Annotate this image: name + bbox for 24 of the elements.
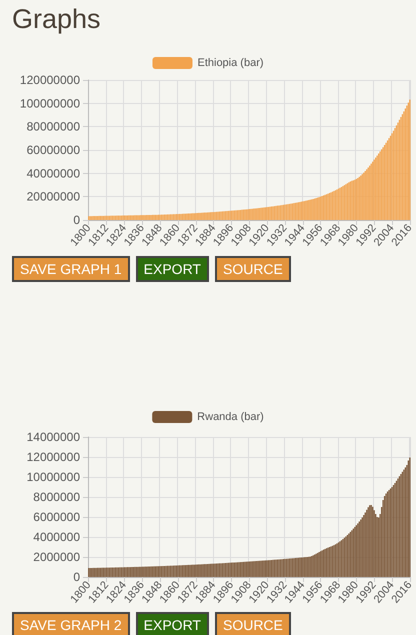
y-tick-label: 0 <box>73 213 80 227</box>
y-tick-label: 120000000 <box>20 73 80 87</box>
y-tick-label: 80000000 <box>26 120 80 134</box>
legend-label: Ethiopia (bar) <box>197 57 264 69</box>
y-tick-label: 12000000 <box>26 450 80 464</box>
y-tick-label: 60000000 <box>26 143 80 157</box>
text: SAVE GRAPH 2 <box>12 612 130 635</box>
y-tick-label: 4000000 <box>33 530 80 544</box>
text: EXPORT <box>136 612 209 635</box>
text: SOURCE <box>214 612 291 635</box>
text: EXPORT <box>136 256 209 282</box>
legend-label: Rwanda (bar) <box>197 411 264 423</box>
y-tick-label: 10000000 <box>26 470 80 484</box>
text: SOURCE <box>214 256 291 282</box>
y-tick-label: 8000000 <box>33 490 80 504</box>
text: Graphs <box>12 4 101 35</box>
text: SAVE GRAPH 1 <box>12 256 130 282</box>
y-tick-label: 20000000 <box>26 190 80 204</box>
y-tick-label: 6000000 <box>33 510 80 524</box>
y-tick-label: 100000000 <box>20 96 80 110</box>
y-tick-label: 40000000 <box>26 166 80 180</box>
y-tick-label: 14000000 <box>26 430 80 444</box>
y-tick-label: 0 <box>73 570 80 584</box>
y-tick-label: 2000000 <box>33 550 80 564</box>
